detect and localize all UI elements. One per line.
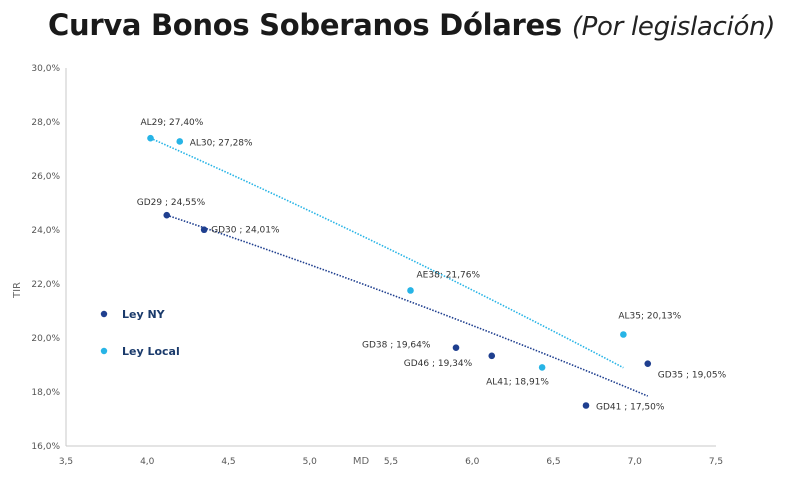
y-tick-label: 16,0% <box>31 442 60 452</box>
legend-marker <box>100 347 108 355</box>
data-point <box>407 287 414 294</box>
data-label: GD41 ; 17,50% <box>596 403 665 413</box>
trendline-local <box>150 137 624 369</box>
data-label: AL30; 27,28% <box>190 138 253 148</box>
data-label: AL41; 18,91% <box>486 377 549 387</box>
chart-title: Curva Bonos Soberanos Dólares (Por legisl… <box>48 8 775 42</box>
y-tick-label: 28,0% <box>31 118 60 128</box>
x-tick-label: 6,5 <box>546 457 560 467</box>
data-label: GD30 ; 24,01% <box>211 226 280 236</box>
data-point <box>582 402 590 409</box>
data-point <box>538 364 546 371</box>
legend-label: Ley NY <box>122 308 166 321</box>
x-tick-label: 4,0 <box>140 457 155 467</box>
y-tick-label: 20,0% <box>31 334 60 344</box>
data-label: AL29; 27,40% <box>141 118 204 128</box>
data-label: AE38; 21,76% <box>417 270 481 280</box>
legend: Ley NY Ley Local <box>100 308 180 358</box>
x-axis-label: MD <box>353 456 370 467</box>
data-label: GD35 ; 19,05% <box>658 371 727 381</box>
trendlines <box>150 137 649 397</box>
legend-marker <box>100 310 108 318</box>
title-subtitle: (Por legislación) <box>571 12 776 42</box>
trendline-ny <box>166 214 649 397</box>
axes: 16,0% 18,0% 20,0% 22,0% 24,0% 26,0% 28,0% 30,0%… <box>12 64 723 467</box>
data-labels: GD29 ; 24,55% GD30 ; 24,01% GD38 ; 19,64% G… <box>137 118 727 412</box>
data-label: GD38 ; 19,64% <box>362 341 431 351</box>
data-label: AL35; 20,13% <box>618 311 681 321</box>
data-label: GD29 ; 24,55% <box>137 198 206 208</box>
x-tick-label: 3,5 <box>59 457 73 467</box>
legend-label: Ley Local <box>122 345 180 358</box>
x-tick-label: 5,5 <box>384 457 398 467</box>
data-point <box>620 331 627 338</box>
title-main: Curva Bonos Soberanos Dólares <box>48 8 562 42</box>
x-tick-label: 6,0 <box>465 457 480 467</box>
x-tick-label: 7,0 <box>628 457 643 467</box>
data-points <box>147 134 652 409</box>
y-tick-label: 22,0% <box>31 280 60 290</box>
data-point <box>163 211 171 219</box>
data-point <box>147 134 154 142</box>
x-tick-label: 4,5 <box>221 457 235 467</box>
data-point <box>644 360 652 367</box>
y-tick-label: 18,0% <box>31 388 60 398</box>
x-tick-label: 5,0 <box>303 457 318 467</box>
data-point <box>200 226 208 234</box>
data-point <box>452 344 460 352</box>
y-tick-label: 26,0% <box>31 172 60 182</box>
x-tick-label: 7,5 <box>709 457 723 467</box>
data-label: GD46 ; 19,34% <box>404 359 473 369</box>
y-tick-label: 24,0% <box>31 226 60 236</box>
y-tick-label: 30,0% <box>31 64 60 74</box>
data-point <box>488 352 496 360</box>
y-axis-label: TIR <box>12 282 23 299</box>
data-point <box>176 138 184 145</box>
